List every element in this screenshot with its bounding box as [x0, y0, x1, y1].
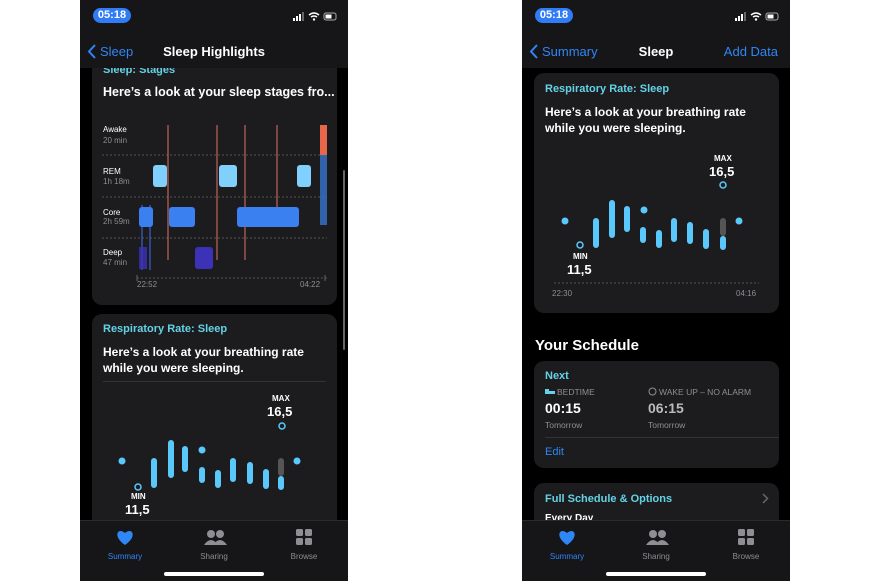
- full-schedule-title[interactable]: Full Schedule & Options: [545, 493, 673, 505]
- stage-duration: 1h 18m: [103, 177, 130, 186]
- section-heading: Your Schedule: [535, 337, 639, 354]
- bedtime-day: Tomorrow: [545, 420, 583, 430]
- tab-label[interactable]: Sharing: [200, 552, 228, 561]
- bed-icon: [545, 389, 555, 394]
- nav-back[interactable]: Summary: [542, 44, 598, 59]
- home-indicator: [606, 572, 706, 576]
- wake-day: Tomorrow: [648, 420, 686, 430]
- stage-duration: 47 min: [103, 258, 128, 267]
- end-time: 04:16: [736, 289, 757, 298]
- stage-name: Deep: [103, 248, 123, 257]
- start-time: 22:30: [552, 289, 573, 298]
- max-value: 16,5: [267, 404, 293, 419]
- stage-name: Awake: [103, 125, 127, 134]
- wake-label: WAKE UP – NO ALARM: [659, 387, 752, 397]
- back-chevron[interactable]: [529, 44, 539, 59]
- tab-icon[interactable]: [203, 529, 227, 546]
- left-phone: Sleep: Stages Here’s a look at your slee…: [80, 0, 348, 581]
- tab-bar: Summary Sharing Browse: [80, 520, 348, 581]
- respiratory-chart: [554, 181, 759, 284]
- card-line: Here’s a look at your breathing rate: [103, 345, 304, 359]
- card-line: while you were sleeping.: [103, 361, 244, 375]
- stage-name: Core: [103, 208, 121, 217]
- card-title: Respiratory Rate: Sleep: [103, 323, 228, 335]
- max-label: MAX: [272, 394, 290, 403]
- status-time: 05:18: [93, 8, 131, 23]
- stage-name: REM: [103, 167, 121, 176]
- tab-label[interactable]: Browse: [290, 552, 318, 561]
- max-value: 16,5: [709, 164, 735, 179]
- nav-back[interactable]: Sleep: [100, 44, 134, 59]
- full-schedule-subtitle: Every Day: [545, 513, 594, 524]
- stages-card: Sleep: Stages Here’s a look at your slee…: [92, 50, 337, 305]
- status-icons: [735, 12, 779, 21]
- max-label: MAX: [714, 154, 732, 163]
- tab-bar: Summary Sharing Browse: [522, 520, 790, 581]
- status-time: 05:18: [535, 8, 573, 23]
- min-value: 11,5: [125, 502, 150, 517]
- min-label: MIN: [131, 492, 146, 501]
- next-card: Next BEDTIME 00:15 Tomorrow WAKE UP – NO…: [534, 361, 779, 468]
- min-value: 11,5: [567, 262, 592, 277]
- respiratory-card: Respiratory Rate: Sleep Here’s a look at…: [534, 73, 779, 313]
- tab-icon[interactable]: [738, 529, 754, 545]
- scrollbar: [343, 170, 345, 350]
- card-subtitle: Here’s a look at your sleep stages fro..…: [103, 85, 335, 99]
- card-line: Here’s a look at your breathing rate: [545, 105, 746, 119]
- stage-duration: 20 min: [103, 136, 128, 145]
- respiratory-card: Respiratory Rate: Sleep Here’s a look at…: [92, 314, 337, 544]
- min-label: MIN: [573, 252, 588, 261]
- status-icons: [293, 12, 337, 21]
- back-chevron[interactable]: [87, 44, 97, 59]
- tab-icon[interactable]: [645, 529, 669, 546]
- divider: [545, 437, 779, 438]
- next-label: Next: [545, 370, 569, 382]
- tab-label[interactable]: Summary: [107, 552, 143, 561]
- nav-title: Sleep: [638, 44, 674, 59]
- respiratory-chart: [118, 422, 301, 491]
- tab-icon[interactable]: [296, 529, 312, 545]
- nav-action[interactable]: Add Data: [723, 44, 778, 59]
- tab-label[interactable]: Summary: [549, 552, 585, 561]
- tab-label[interactable]: Sharing: [642, 552, 670, 561]
- alarm-icon: [648, 387, 657, 396]
- end-time: 04:22: [300, 280, 321, 289]
- nav-title: Sleep Highlights: [163, 44, 265, 59]
- divider: [103, 381, 326, 382]
- card-line: while you were sleeping.: [545, 121, 686, 135]
- start-time: 22:52: [137, 280, 158, 289]
- stage-duration: 2h 59m: [103, 217, 130, 226]
- stages-chart: [102, 125, 327, 281]
- card-title: Respiratory Rate: Sleep: [545, 83, 670, 95]
- nav-bar: 05:18 Sleep Sleep Highlights: [80, 0, 348, 68]
- wake-time: 06:15: [648, 400, 684, 416]
- tab-icon[interactable]: [558, 529, 576, 546]
- nav-bar: 05:18 Summary Sleep Add Data: [522, 0, 790, 68]
- right-phone: 05:18 Summary Sleep Add Data Respiratory…: [522, 0, 790, 581]
- tab-label[interactable]: Browse: [732, 552, 760, 561]
- bedtime-time: 00:15: [545, 400, 581, 416]
- chevron: [762, 493, 769, 504]
- bedtime-label: BEDTIME: [557, 387, 595, 397]
- home-indicator: [164, 572, 264, 576]
- edit-button[interactable]: Edit: [545, 446, 564, 458]
- tab-icon[interactable]: [116, 529, 134, 546]
